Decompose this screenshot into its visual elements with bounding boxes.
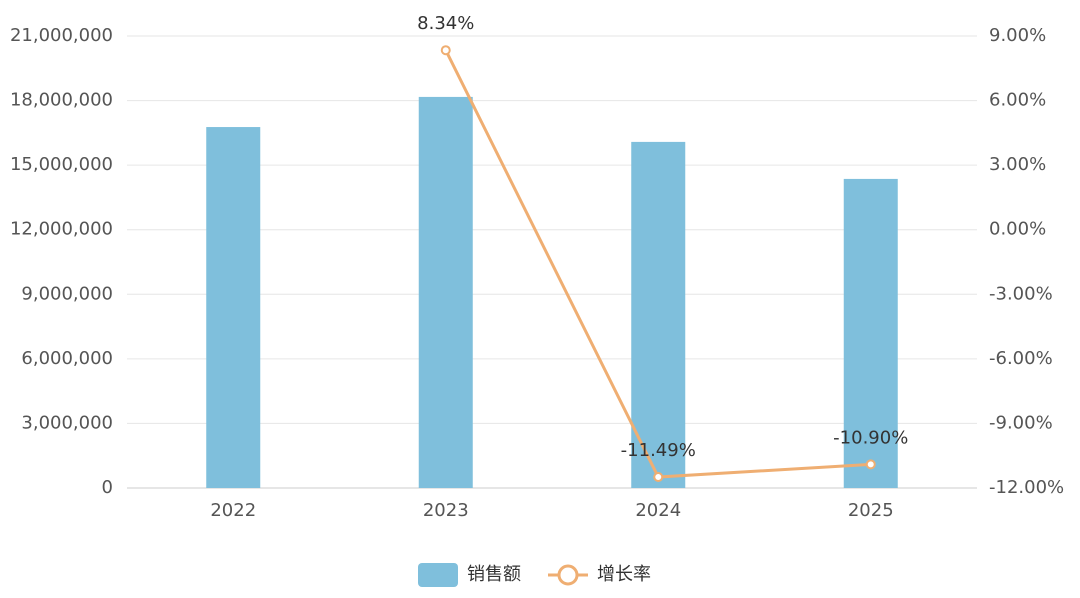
- y-tick-label: 3,000,000: [21, 412, 113, 433]
- x-tick-label: 2022: [210, 500, 256, 521]
- legend-swatch: [418, 563, 458, 587]
- data-label: -11.49%: [621, 440, 696, 461]
- y2-tick-label: 6.00%: [989, 90, 1046, 111]
- bar: [418, 96, 473, 488]
- legend-label: 增长率: [597, 564, 651, 585]
- y2-tick-label: 3.00%: [989, 154, 1046, 175]
- bar: [206, 127, 261, 488]
- data-label: 8.34%: [417, 13, 474, 34]
- y-tick-label: 0: [102, 477, 113, 498]
- x-tick-label: 2023: [423, 500, 469, 521]
- legend-swatch-point: [557, 564, 579, 586]
- y-tick-label: 12,000,000: [10, 219, 113, 240]
- x-tick-label: 2024: [635, 500, 681, 521]
- legend-label: 销售额: [467, 564, 521, 585]
- line-point: [865, 459, 876, 470]
- y-tick-label: 15,000,000: [10, 154, 113, 175]
- data-label: -10.90%: [833, 427, 908, 448]
- y-tick-label: 18,000,000: [10, 90, 113, 111]
- y-tick-label: 21,000,000: [10, 25, 113, 46]
- bar: [843, 178, 898, 488]
- y2-tick-label: -6.00%: [989, 348, 1053, 369]
- y2-tick-label: 0.00%: [989, 219, 1046, 240]
- y-tick-label: 6,000,000: [21, 348, 113, 369]
- bar: [631, 141, 686, 488]
- x-tick-label: 2025: [848, 500, 894, 521]
- y-tick-label: 9,000,000: [21, 283, 113, 304]
- line-point: [653, 472, 664, 483]
- y2-tick-label: -9.00%: [989, 412, 1053, 433]
- y2-tick-label: -3.00%: [989, 283, 1053, 304]
- y2-tick-label: 9.00%: [989, 25, 1046, 46]
- line-point: [440, 45, 451, 56]
- y2-tick-label: -12.00%: [989, 477, 1064, 498]
